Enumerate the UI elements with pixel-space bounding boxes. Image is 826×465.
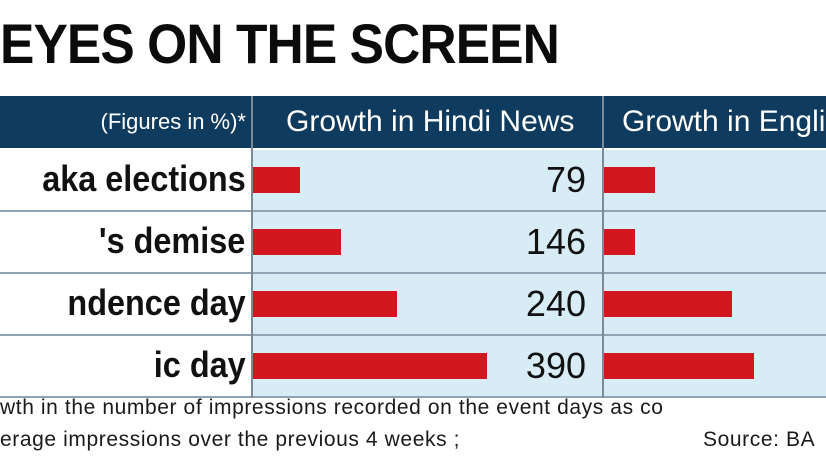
column-divider (602, 96, 604, 398)
category-label: ndence day (0, 274, 251, 334)
units-note: (Figures in %)* (100, 109, 246, 134)
row-separator (0, 272, 826, 274)
hindi-value-label: 240 (525, 283, 586, 324)
category-label: aka elections (0, 150, 251, 210)
source-note: Source: BA (703, 428, 816, 451)
hindi-value-label: 146 (525, 221, 586, 262)
row-separator (0, 396, 826, 398)
hindi-value-label: 390 (525, 345, 586, 386)
hindi-bar (253, 353, 487, 379)
hindi-value-label: 79 (545, 159, 586, 200)
english-cell (604, 212, 826, 272)
column-header-english: Growth in Engli (622, 105, 826, 138)
table-row: ic day 390 (0, 336, 826, 396)
chart-title: EYES ON THE SCREEN (0, 12, 560, 75)
hindi-bar (253, 167, 300, 193)
footnote-line-1: wth in the number of impressions recorde… (0, 396, 664, 419)
table-row: aka elections 79 (0, 150, 826, 210)
english-bar (604, 353, 754, 379)
english-bar (604, 229, 635, 255)
row-separator (0, 334, 826, 336)
row-separator (0, 210, 826, 212)
table-row: 's demise 146 (0, 212, 826, 272)
table-header: (Figures in %)* Growth in Hindi News Gro… (0, 96, 826, 148)
category-label: ic day (0, 336, 251, 396)
table-row: ndence day 240 (0, 274, 826, 334)
hindi-bar (253, 229, 341, 255)
footnote-line-2: erage impressions over the previous 4 we… (0, 428, 461, 451)
english-bar (604, 167, 655, 193)
hindi-cell (253, 150, 602, 210)
column-header-hindi: Growth in Hindi News (286, 105, 575, 138)
column-divider (251, 96, 253, 398)
category-label: 's demise (0, 212, 251, 272)
hindi-bar (253, 291, 397, 317)
english-bar (604, 291, 732, 317)
